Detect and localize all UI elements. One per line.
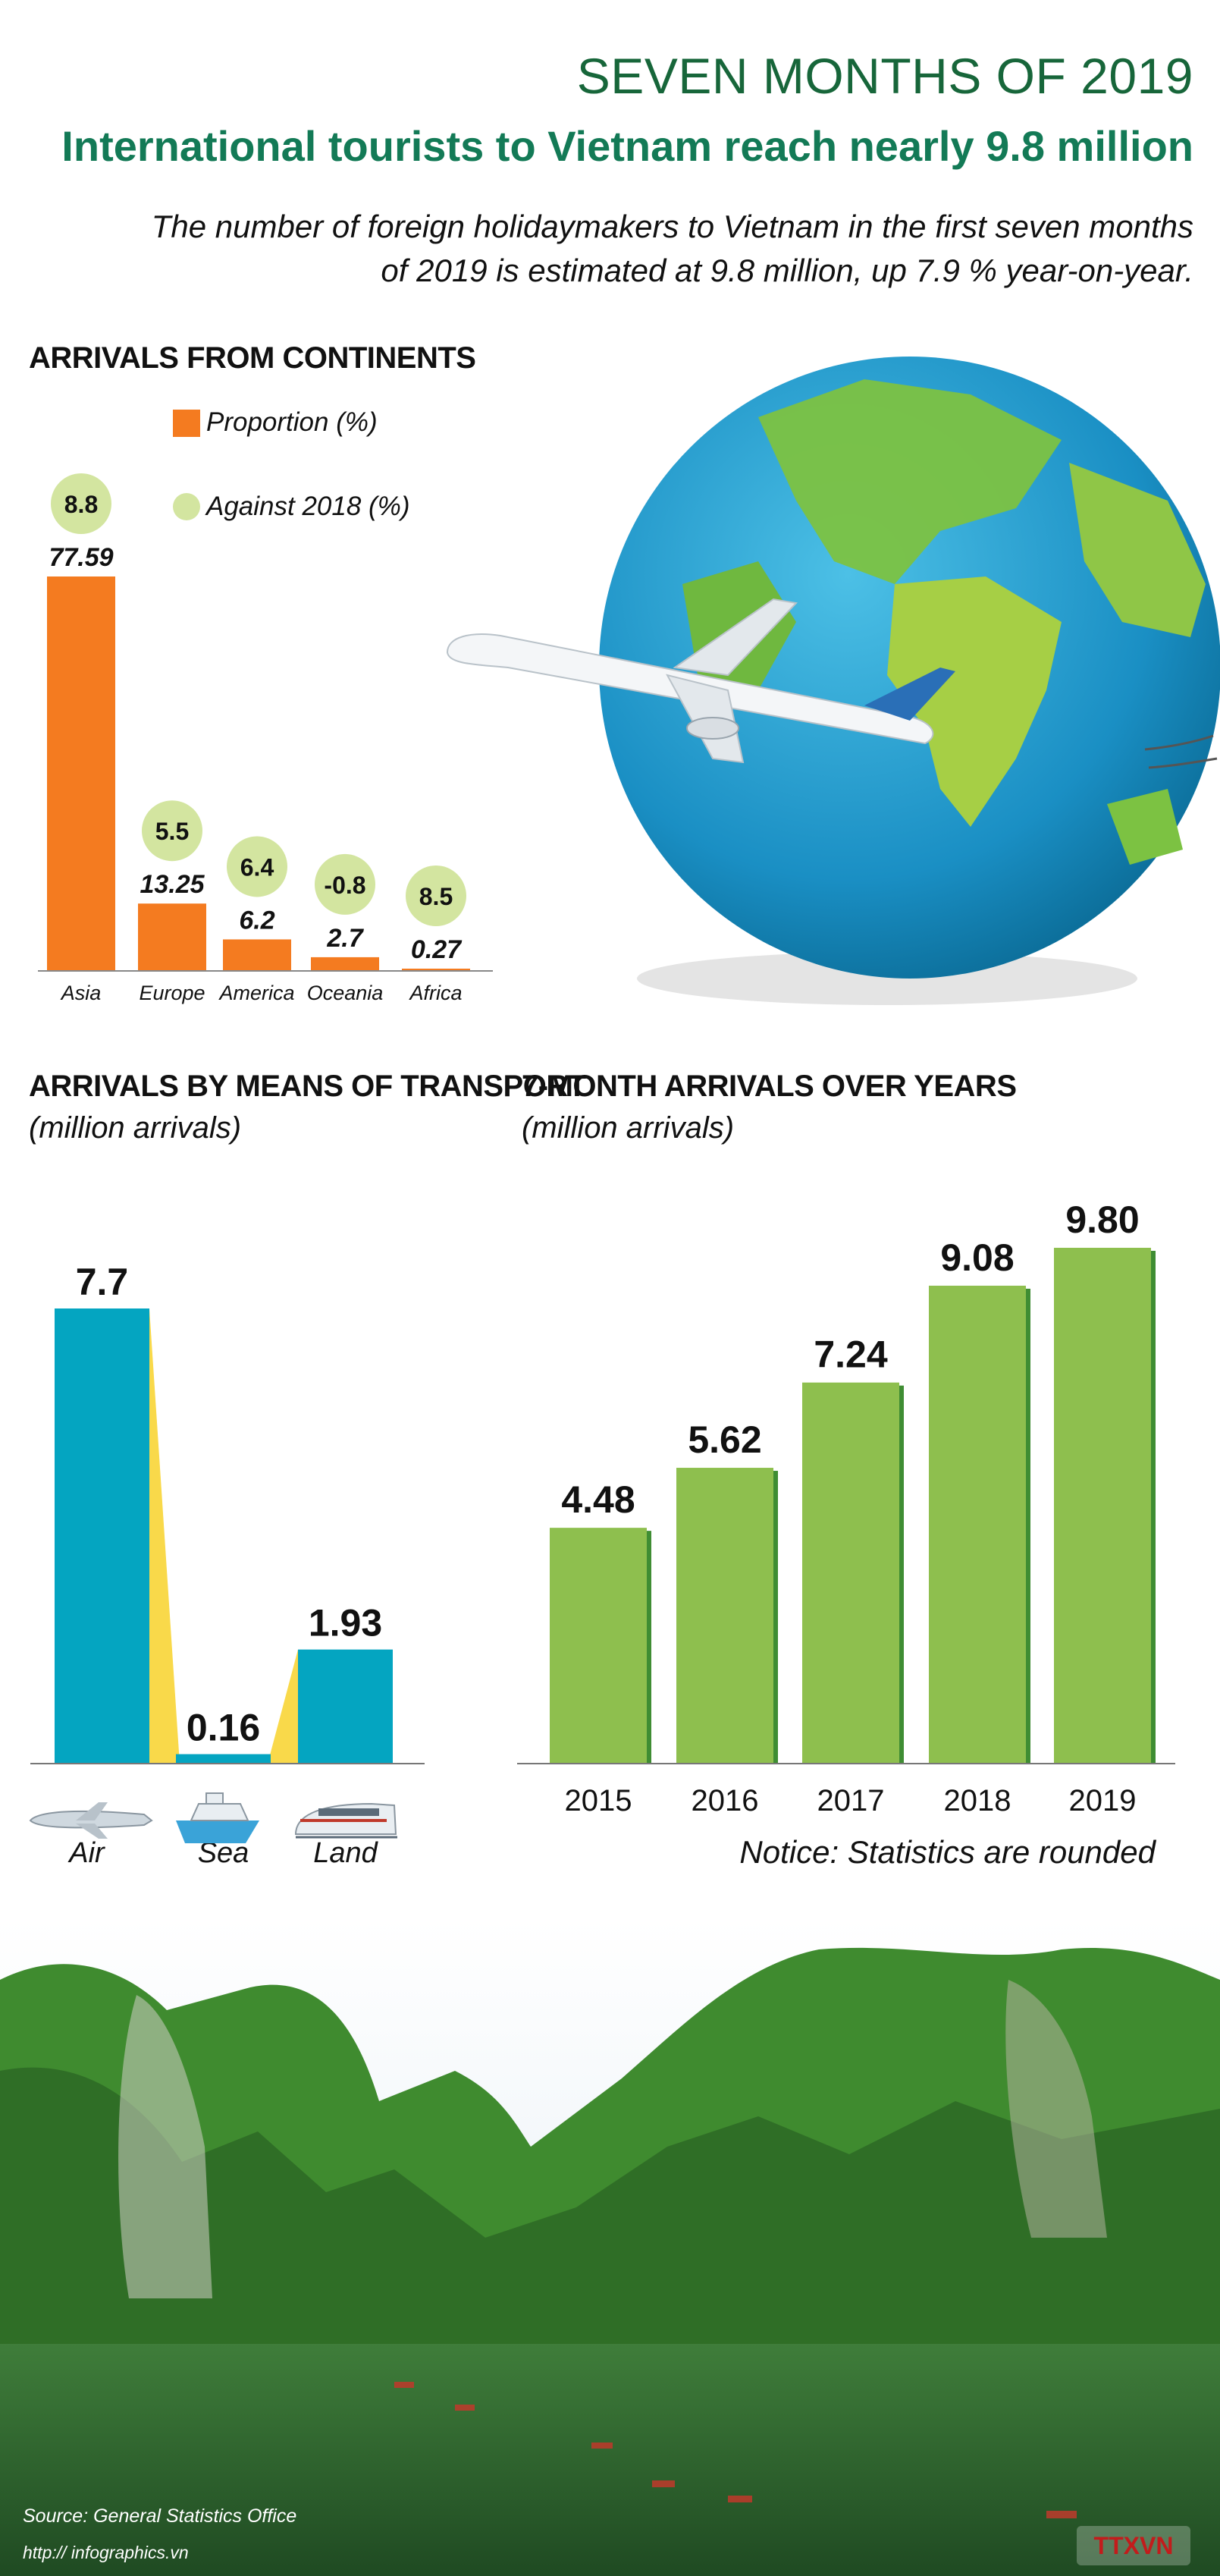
proportion-label-europe: 13.25 <box>140 870 205 899</box>
plane-icon <box>29 1802 153 1839</box>
years-title: 7-MONTH ARRIVALS OVER YEARS <box>522 1070 1017 1103</box>
years-subtitle: (million arrivals) <box>522 1111 735 1145</box>
year-bar-2019 <box>1054 1248 1151 1764</box>
agency-logo-text: TTXVN <box>1094 2532 1174 2559</box>
against-label-africa: 8.5 <box>419 883 453 910</box>
proportion-label-oceania: 2.7 <box>326 924 364 953</box>
proportion-bar-asia <box>47 576 115 971</box>
proportion-label-asia: 77.59 <box>49 543 113 572</box>
transport-label-land: 1.93 <box>309 1602 382 1645</box>
against-circle-oceania <box>315 853 375 915</box>
site-url[interactable]: http:// infographics.vn <box>23 2543 189 2562</box>
year-tick-2016: 2016 <box>692 1784 759 1817</box>
proportion-bar-africa <box>402 969 470 971</box>
proportion-bar-oceania <box>311 957 379 971</box>
year-label-2016: 5.62 <box>688 1418 761 1461</box>
year-tick-2015: 2015 <box>565 1784 632 1817</box>
continent-tick-america: America <box>218 982 294 1004</box>
transport-label-sea: 0.16 <box>187 1707 260 1749</box>
year-label-2019: 9.80 <box>1065 1198 1139 1241</box>
transport-bar-air <box>55 1308 149 1764</box>
years-bars: 4.48 2015 5.62 2016 7.24 2017 9.08 2018 9.80 2019 <box>550 1198 1156 1817</box>
train-icon <box>294 1802 397 1839</box>
against-circle-africa <box>406 865 466 926</box>
against-label-asia: 8.8 <box>64 491 98 518</box>
proportion-label-africa: 0.27 <box>411 935 463 964</box>
legend-against-swatch <box>173 493 200 520</box>
continent-tick-europe: Europe <box>139 982 205 1004</box>
years-chart: 4.48 2015 5.62 2016 7.24 2017 9.08 2018 9.80 2019 <box>517 1198 1175 1817</box>
year-bar-2018 <box>929 1285 1026 1764</box>
transport-tick-air: Air <box>67 1837 105 1869</box>
continent-tick-asia: Asia <box>60 982 102 1004</box>
connector-sea-land <box>268 1649 298 1764</box>
against-label-europe: 5.5 <box>155 818 189 845</box>
year-label-2018: 9.08 <box>940 1236 1014 1279</box>
transport-subtitle: (million arrivals) <box>29 1111 242 1145</box>
against-circle-europe <box>142 800 202 862</box>
year-tick-2019: 2019 <box>1069 1784 1137 1817</box>
landscape-photo: TTXVN <box>0 1919 1220 2576</box>
agency-logo: TTXVN <box>1077 2526 1190 2565</box>
transport-tick-land: Land <box>313 1837 378 1869</box>
connector-air-sea <box>149 1308 180 1764</box>
continent-tick-africa: Africa <box>408 982 462 1004</box>
transport-bar-sea <box>176 1754 271 1764</box>
proportion-label-america: 6.2 <box>239 906 274 935</box>
transport-title: ARRIVALS BY MEANS OF TRANSPORT <box>29 1070 586 1103</box>
against-label-oceania: -0.8 <box>324 872 365 899</box>
against-label-america: 6.4 <box>240 853 274 881</box>
legend-proportion-label: Proportion (%) <box>206 407 378 437</box>
headline: International tourists to Vietnam reach … <box>61 122 1193 170</box>
transport-label-air: 7.7 <box>76 1261 129 1303</box>
proportion-bar-america <box>223 939 291 971</box>
continents-title: ARRIVALS FROM CONTINENTS <box>29 341 476 375</box>
year-bar-2017 <box>802 1382 899 1764</box>
year-tick-2017: 2017 <box>817 1784 885 1817</box>
against-circle-america <box>227 836 287 897</box>
year-label-2017: 7.24 <box>814 1334 888 1376</box>
proportion-bar-europe <box>138 903 206 971</box>
year-bar-2016 <box>676 1468 773 1764</box>
year-bar-2015 <box>550 1528 647 1764</box>
transport-bar-land <box>298 1649 393 1764</box>
continent-tick-oceania: Oceania <box>307 982 384 1004</box>
continents-bars: 77.59 8.8 Asia 13.25 5.5 Europe 6.2 6.4 America 2… <box>47 473 470 1004</box>
intro-text: The number of foreign holidaymakers to V… <box>151 209 1193 288</box>
year-label-2015: 4.48 <box>561 1478 635 1521</box>
source-text: Source: General Statistics Office <box>23 2505 297 2527</box>
legend-proportion-swatch <box>173 410 200 437</box>
airplane-illustration <box>446 598 955 764</box>
notice-text: Notice: Statistics are rounded <box>739 1834 1156 1870</box>
globe-illustration <box>446 357 1220 1005</box>
continents-chart: 77.59 8.8 Asia 13.25 5.5 Europe 6.2 6.4 America 2… <box>38 473 493 1004</box>
legend-against-label: Against 2018 (%) <box>206 492 410 521</box>
year-tick-2018: 2018 <box>944 1784 1011 1817</box>
against-circle-asia <box>51 473 111 534</box>
ship-icon <box>176 1792 259 1843</box>
kicker-title: SEVEN MONTHS OF 2019 <box>576 48 1193 104</box>
